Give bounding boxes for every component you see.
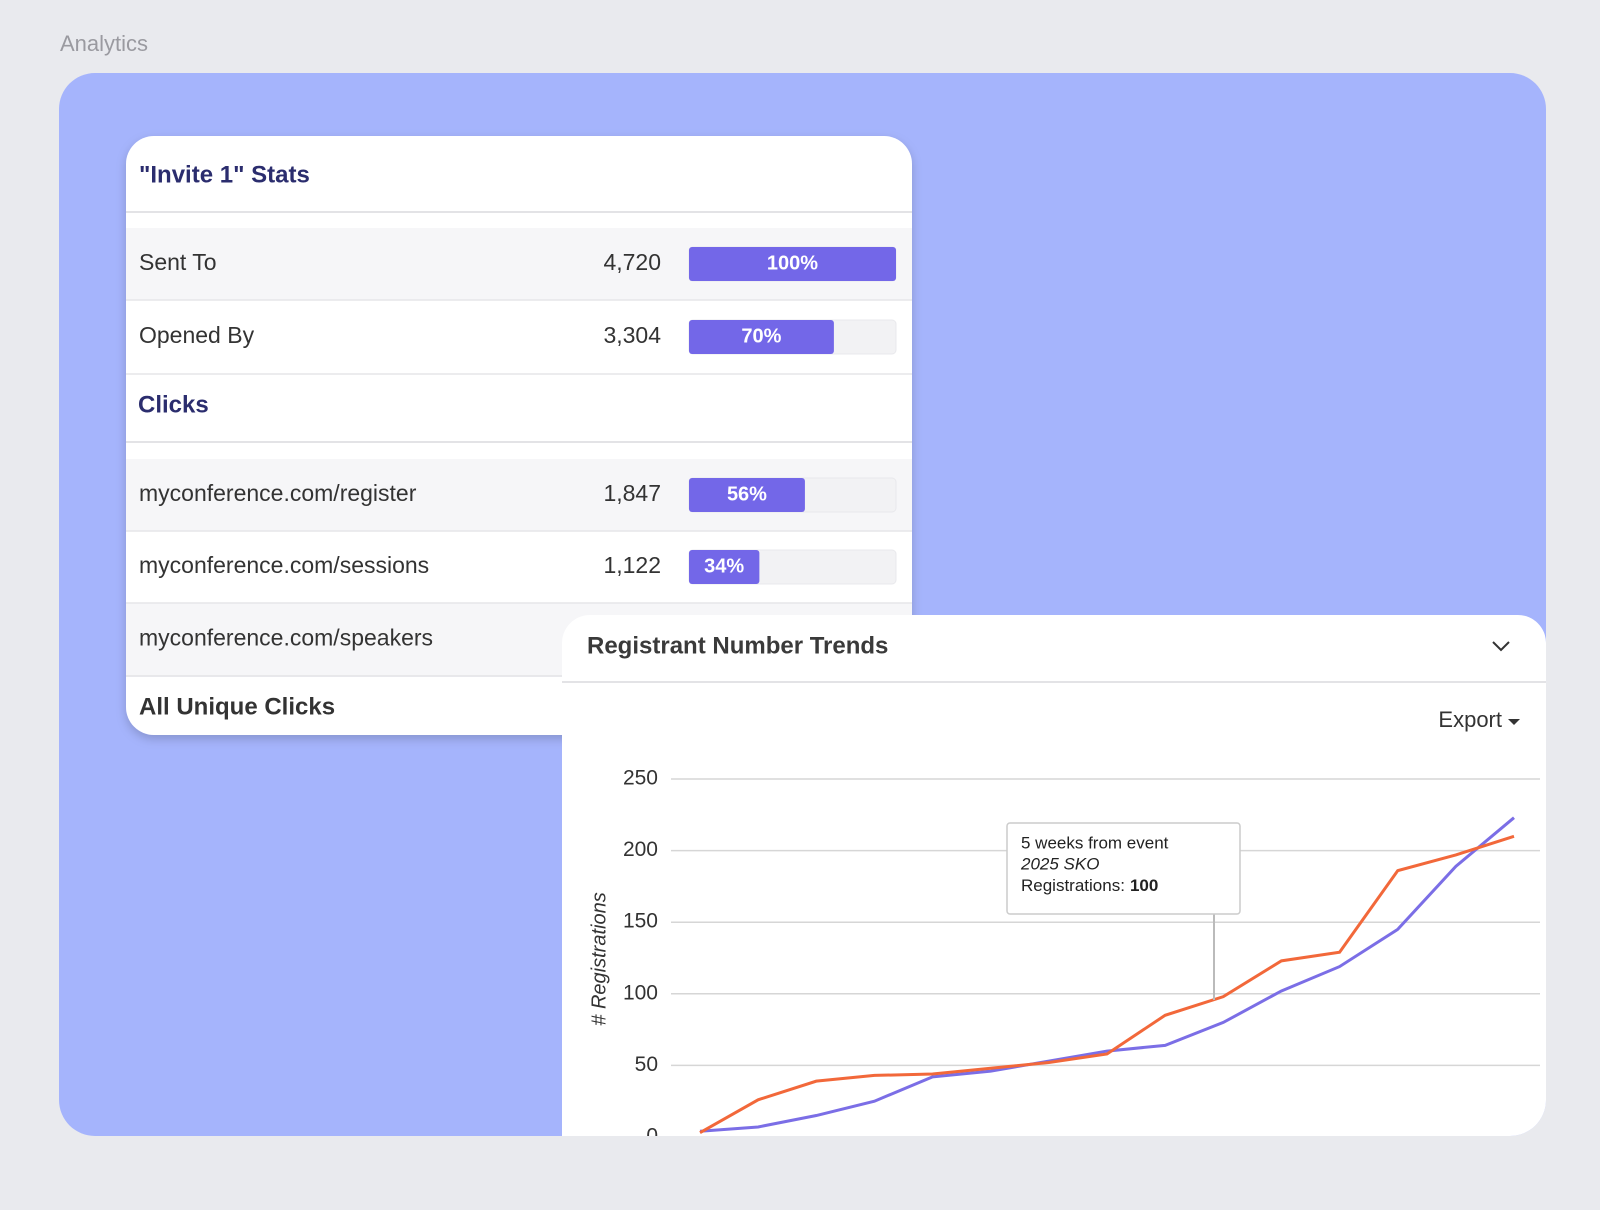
chart-card: Registrant Number Trends Export # Regist… <box>562 615 1546 1148</box>
bar <box>689 320 834 354</box>
row-count: 3,304 <box>603 322 661 348</box>
row-label: myconference.com/speakers <box>139 625 433 651</box>
tooltip-value: 100 <box>1130 876 1158 895</box>
tooltip-value-line: Registrations: 100 <box>1021 876 1158 895</box>
row-count: 1,122 <box>603 552 661 578</box>
bar-label: 56% <box>727 483 767 505</box>
bar-label: 100% <box>767 252 818 274</box>
line-series <box>699 816 1515 1133</box>
page-label: Analytics <box>60 31 148 56</box>
bar-label: 34% <box>704 555 744 577</box>
y-tick-label: 150 <box>623 910 658 933</box>
row-count: 1,847 <box>603 480 661 506</box>
tooltip-label: Registrations: <box>1021 876 1125 895</box>
export-caret[interactable] <box>1508 719 1520 725</box>
bar <box>689 550 760 584</box>
stats-card: "Invite 1" Stats Clicks All Unique Click… <box>126 136 912 735</box>
line-series <box>699 834 1515 1135</box>
y-tick-label: 250 <box>623 767 658 790</box>
row-label: myconference.com/register <box>139 480 417 506</box>
bar <box>689 478 805 512</box>
row-count: 4,720 <box>603 249 661 275</box>
y-tick-label: 200 <box>623 838 658 861</box>
chart-title: Registrant Number Trends <box>587 632 888 659</box>
bar <box>689 247 896 281</box>
card-title: "Invite 1" Stats <box>139 161 310 188</box>
export-button[interactable]: Export <box>1438 707 1502 732</box>
row-label: Sent To <box>139 249 217 275</box>
tooltip-box <box>1006 822 1241 915</box>
row-label: Opened By <box>139 322 255 348</box>
y-tick-label: 50 <box>635 1053 658 1076</box>
y-axis-label: # Registrations <box>588 892 610 1025</box>
panel: "Invite 1" Stats Clicks All Unique Click… <box>59 73 1546 1148</box>
plot: 0 50 100 150 200 250 <box>623 767 1540 1148</box>
tooltip: 5 weeks from event 2025 SKO Registrations:… <box>1006 822 1241 1000</box>
section-title: Clicks <box>138 391 209 418</box>
collapse-icon[interactable] <box>1492 641 1510 652</box>
row-label: myconference.com/sessions <box>139 552 429 578</box>
tooltip-line: 5 weeks from event <box>1021 833 1169 852</box>
bar-label: 70% <box>741 325 781 347</box>
y-tick-label: 100 <box>623 981 658 1004</box>
y-tick-label: 0 <box>646 1125 658 1148</box>
total-label: All Unique Clicks <box>139 693 335 720</box>
tooltip-line: 2025 SKO <box>1020 854 1099 873</box>
